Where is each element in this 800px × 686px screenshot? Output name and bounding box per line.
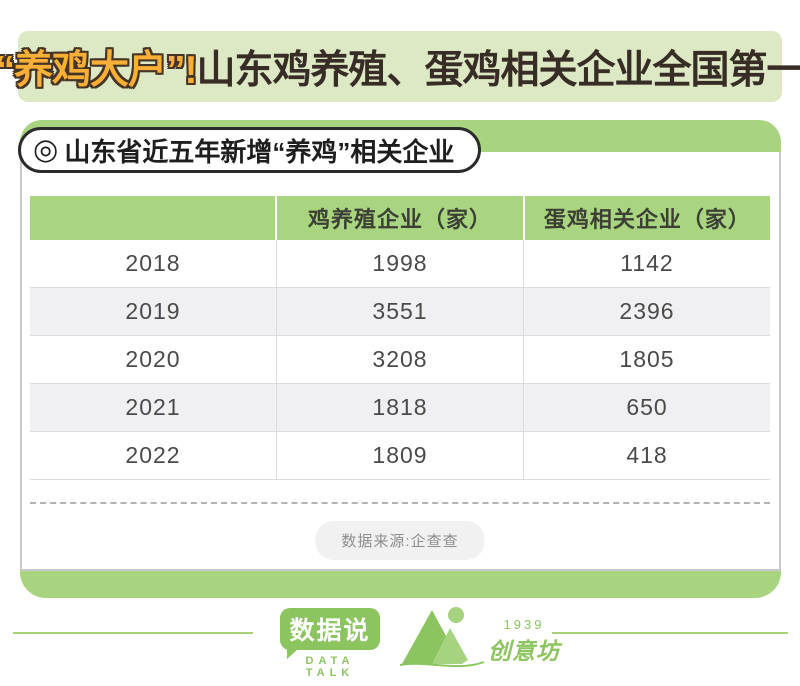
cell-farming: 1998: [276, 240, 523, 287]
table-row: 2019 3551 2396: [30, 288, 770, 336]
column-header-egg: 蛋鸡相关企业（家）: [522, 196, 770, 240]
cell-farming: 1818: [276, 384, 523, 431]
cell-farming: 3208: [276, 336, 523, 383]
page-title: 山东鸡养殖、蛋鸡相关企业全国第一: [196, 48, 800, 92]
mountain-logo-icon: [398, 602, 486, 675]
column-header-year: [30, 196, 276, 240]
chuangyifang-name: 创意坊: [488, 638, 560, 664]
table-row: 2022 1809 418: [30, 432, 770, 480]
cell-egg: 1142: [523, 240, 770, 287]
data-source-badge: 数据来源:企查查: [315, 521, 485, 560]
cell-egg: 418: [523, 432, 770, 479]
cell-farming: 1809: [276, 432, 523, 479]
cell-farming: 3551: [276, 288, 523, 335]
speech-bubble-tail: [287, 649, 298, 659]
footer-divider-right: [552, 632, 788, 634]
title-banner: “养鸡大户”! 山东鸡养殖、蛋鸡相关企业全国第一: [0, 31, 800, 102]
table-header-row: 鸡养殖企业（家） 蛋鸡相关企业（家）: [30, 196, 770, 240]
chuangyifang-year: 1939: [503, 617, 545, 632]
title-highlight: “养鸡大户”!: [0, 48, 198, 92]
cell-year: 2019: [125, 298, 181, 324]
table-row: 2018 1998 1142: [30, 240, 770, 288]
cell-year: 2020: [125, 346, 181, 372]
footer-divider-left: [13, 632, 253, 634]
cell-egg: 1805: [523, 336, 770, 383]
card-footer-strip: [20, 571, 781, 598]
table-row: 2021 1818 650: [30, 384, 770, 432]
data-table: 鸡养殖企业（家） 蛋鸡相关企业（家） 2018 1998 1142 2019 3…: [30, 196, 770, 480]
cell-year: 2022: [125, 442, 181, 468]
section-title-badge: ◎ 山东省近五年新增“养鸡”相关企业: [18, 127, 482, 173]
speech-bubble-icon: 数据说: [280, 608, 380, 659]
datatalk-logo-cn: 数据说: [289, 617, 371, 645]
dashed-divider: [30, 502, 770, 504]
cell-year: 2018: [125, 250, 181, 276]
chuangyifang-text: 1939 创意坊: [488, 617, 560, 666]
bullseye-icon: ◎: [33, 133, 59, 166]
section-title: 山东省近五年新增“养鸡”相关企业: [64, 136, 455, 167]
cell-egg: 2396: [523, 288, 770, 335]
cell-egg: 650: [523, 384, 770, 431]
column-header-farming: 鸡养殖企业（家）: [275, 196, 523, 240]
table-row: 2020 3208 1805: [30, 336, 770, 384]
chuangyifang-logo: 1939 创意坊: [398, 602, 560, 675]
datatalk-logo: 数据说 DATA TALK: [280, 608, 380, 679]
cell-year: 2021: [125, 394, 181, 420]
datatalk-logo-en: DATA TALK: [305, 655, 355, 679]
